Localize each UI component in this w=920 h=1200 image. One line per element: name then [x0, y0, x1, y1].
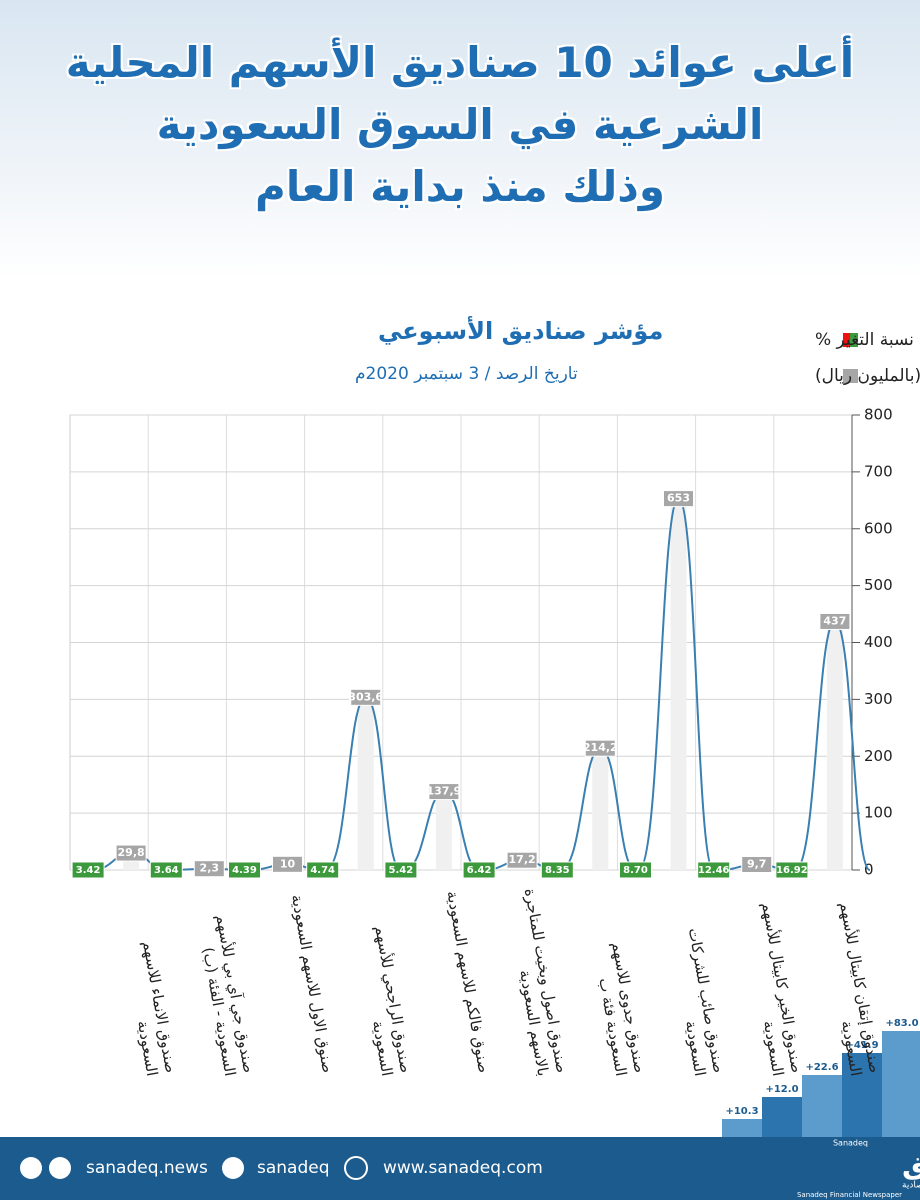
step [802, 1075, 842, 1137]
tagline-en: Sanadeq Financial Newspaper [797, 1191, 902, 1199]
y-tick-label: 100 [864, 804, 893, 822]
asset-bar [592, 748, 609, 870]
twitter-handle: sanadeq [257, 1158, 330, 1178]
change-label-box [384, 861, 418, 879]
change-label-box [228, 861, 261, 879]
chart: مؤشر صناديق الأسبوعي تاريخ الرصد / 3 سبت… [69, 316, 920, 1137]
footer-graphics: sanadeq.news sanadeq www.sanadeq.com صنا… [20, 1139, 920, 1199]
asset-label-box [272, 855, 303, 873]
asset-bar [357, 697, 374, 870]
asset-label-box [584, 739, 616, 757]
change-label: 3.42 [76, 865, 101, 876]
asset-label: 437 [823, 614, 846, 627]
asset-label-box [350, 688, 382, 706]
title-line: أعلى عوائد 10 صناديق الأسهم المحلية [65, 38, 855, 87]
change-label: 4.39 [232, 865, 257, 876]
change-label: 3.64 [154, 865, 179, 876]
title-line: الشرعية في السوق السعودية [156, 100, 764, 149]
asset-label-box [115, 844, 147, 862]
asset-label: 9,7 [747, 857, 767, 870]
social-handle: sanadeq.news [86, 1158, 208, 1178]
asset-label-box [193, 860, 225, 878]
y-tick-label: 400 [864, 633, 893, 651]
website: www.sanadeq.com [383, 1158, 543, 1178]
change-label: 8.70 [623, 865, 648, 876]
asset-bar [670, 498, 687, 870]
asset-label: 303,6 [348, 690, 383, 703]
step [722, 1119, 762, 1137]
footer: sanadeq.news sanadeq www.sanadeq.com صنا… [0, 1137, 920, 1200]
change-label-box [71, 861, 105, 879]
step-label: +83.0 [885, 1018, 918, 1029]
change-label: 8.35 [545, 865, 570, 876]
y-tick-label: 300 [864, 690, 893, 708]
y-tick-label: 700 [864, 462, 893, 480]
change-label-box [775, 861, 809, 879]
change-label: 5.42 [389, 865, 414, 876]
logo-en: Sanadeq [833, 1139, 868, 1148]
legend-swatch [843, 333, 850, 347]
asset-label-box [506, 851, 538, 869]
asset-label-box [741, 855, 773, 873]
subtitle: مؤشر صناديق الأسبوعي [378, 316, 663, 345]
legend-swatch [843, 369, 858, 383]
change-label-box [149, 861, 183, 879]
date-note: تاريخ الرصد / 3 سبتمبر 2020م [355, 364, 578, 384]
asset-label-box [428, 783, 460, 801]
asset-label: 137,9 [427, 785, 462, 798]
web-icon [344, 1156, 368, 1180]
y-tick-label: 600 [864, 519, 893, 537]
change-label: 4.74 [310, 865, 335, 876]
change-label: 12.46 [698, 865, 730, 876]
asset-label: 214,2 [583, 741, 618, 754]
change-label-box [619, 861, 652, 879]
change-label-box [540, 861, 574, 879]
y-tick-label: 200 [864, 747, 893, 765]
logo: صناديق [902, 1146, 920, 1181]
asset-label: 17,2 [509, 853, 536, 866]
step [882, 1031, 920, 1137]
step-label: +12.0 [765, 1084, 798, 1095]
legend-swatch [850, 333, 858, 347]
instagram-icon [49, 1157, 71, 1179]
change-label: 16.92 [776, 865, 808, 876]
change-label-box [462, 861, 496, 879]
asset-label: 29,8 [118, 846, 145, 859]
change-label: 6.42 [467, 865, 492, 876]
y-tick-label: 500 [864, 576, 893, 594]
asset-bar [826, 621, 843, 870]
asset-label: 2,3 [200, 862, 220, 875]
change-label-box [697, 861, 731, 879]
step-label: +41.9 [845, 1040, 878, 1051]
step [762, 1097, 802, 1137]
legend-label: حجم الأصول (بالمليون ريال) [815, 365, 920, 386]
step-label: +10.3 [725, 1106, 758, 1117]
step [842, 1053, 882, 1137]
facebook-icon [20, 1157, 42, 1179]
step-label: +22.6 [805, 1062, 838, 1073]
asset-label: 653 [667, 492, 690, 505]
asset-bar [435, 791, 452, 870]
asset-label-box [663, 490, 694, 508]
twitter-icon [222, 1157, 244, 1179]
legend-label: نسبة التغير % [815, 330, 914, 350]
title-line: وذلك منذ بداية العام [255, 162, 665, 211]
asset-label: 10 [280, 857, 296, 870]
change-label-box [306, 861, 340, 879]
asset-label-box [819, 612, 851, 630]
tagline-ar: صحيفة صناديق الاقتصادية [902, 1181, 920, 1191]
y-tick-label: 800 [864, 406, 893, 424]
